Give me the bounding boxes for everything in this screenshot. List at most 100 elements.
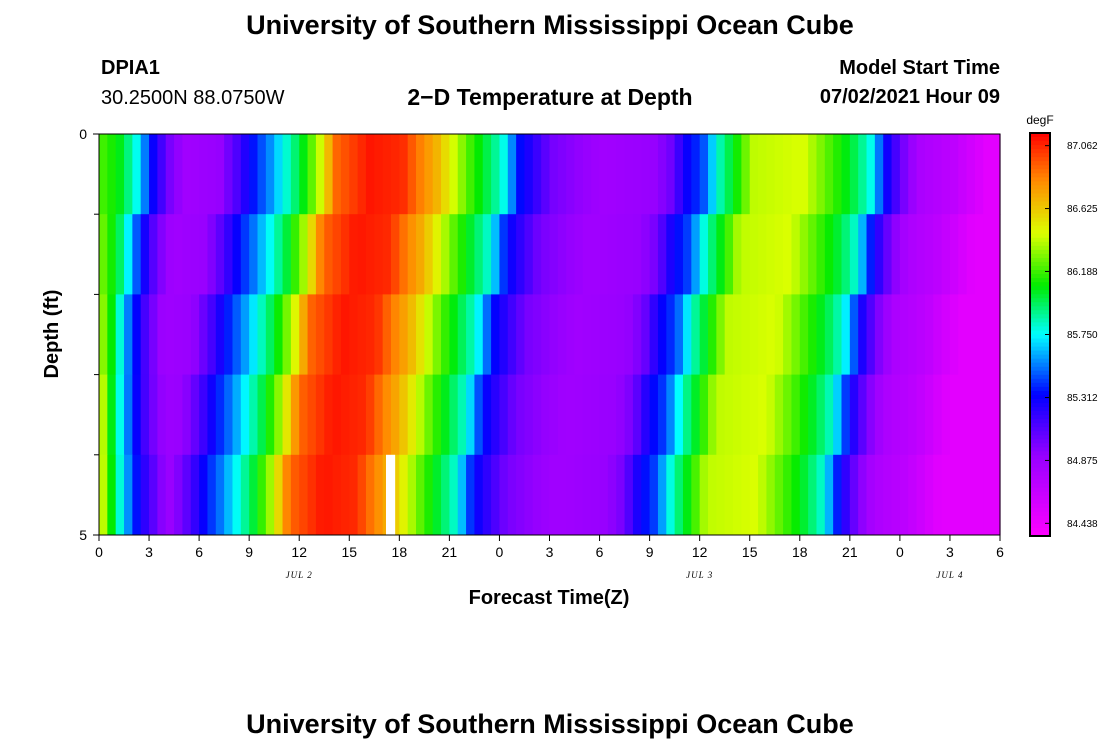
heatmap-cell	[908, 294, 918, 375]
heatmap-cell	[324, 454, 334, 536]
heatmap-cell	[390, 374, 400, 456]
heatmap-cell	[716, 214, 726, 295]
colorbar-band	[1030, 479, 1050, 485]
heatmap-cell	[549, 134, 559, 215]
heatmap-cell	[774, 134, 784, 215]
colorbar-band	[1030, 415, 1050, 420]
heatmap-cell	[265, 214, 275, 295]
heatmap-cell	[365, 454, 375, 536]
plot-title: 2−D Temperature at Depth	[407, 84, 693, 110]
heatmap-cell	[949, 134, 959, 215]
x-tick-label: 0	[496, 544, 504, 560]
colorbar-band	[1030, 358, 1050, 364]
heatmap-cell	[491, 214, 501, 295]
heatmap-cell	[949, 454, 959, 536]
heatmap-cell	[791, 294, 801, 375]
heatmap-cell	[916, 374, 926, 456]
heatmap-cell	[791, 134, 801, 215]
heatmap-cell	[315, 454, 325, 536]
heatmap-cell	[399, 374, 409, 456]
heatmap-cell	[390, 454, 400, 536]
colorbar-band	[1030, 443, 1050, 448]
heatmap-cell	[549, 454, 559, 536]
colorbar-band	[1030, 439, 1050, 444]
heatmap-cell	[124, 374, 133, 456]
heatmap-cell	[299, 134, 309, 215]
heatmap-cell	[916, 454, 926, 536]
heatmap-cell	[257, 294, 267, 375]
heatmap-cell	[816, 294, 826, 375]
heatmap-cell	[849, 134, 859, 215]
heatmap-cell	[582, 294, 592, 375]
heatmap-cell	[399, 134, 409, 215]
heatmap-cell	[157, 374, 167, 456]
heatmap-cell	[149, 134, 158, 215]
x-tick-label: 3	[145, 544, 153, 560]
heatmap-cell	[507, 454, 517, 536]
heatmap-cell	[758, 374, 767, 456]
heatmap-cell	[424, 454, 434, 536]
heatmap-cell	[357, 134, 367, 215]
heatmap-cell	[749, 454, 759, 536]
heatmap-cell	[107, 214, 117, 295]
heatmap-cell	[432, 294, 442, 375]
heatmap-cell	[307, 374, 317, 456]
colorbar-band	[1030, 523, 1050, 529]
colorbar-band	[1030, 423, 1050, 428]
heatmap-cell	[307, 214, 317, 295]
heatmap-cell	[966, 294, 976, 375]
heatmap-cell	[974, 214, 984, 295]
heatmap-cell	[891, 134, 901, 215]
heatmap-cell	[991, 134, 1001, 215]
heatmap-cell	[124, 214, 133, 295]
heatmap-cell	[282, 374, 292, 456]
heatmap-cell	[941, 134, 951, 215]
heatmap-cell	[933, 374, 943, 456]
heatmap-cell	[157, 294, 167, 375]
heatmap-cell	[749, 134, 759, 215]
heatmap-cell	[307, 134, 317, 215]
heatmap-cell	[499, 294, 509, 375]
heatmap-cell	[157, 214, 167, 295]
heatmap-cell	[991, 294, 1001, 375]
colorbar: degF 87.062 86.625 86.188 85.750 85.312 84.875…	[1026, 113, 1098, 537]
heatmap-cell	[374, 294, 384, 375]
heatmap-cell	[741, 294, 751, 375]
heatmap-cell	[390, 214, 400, 295]
missing-data-marks	[385, 454, 396, 535]
heatmap-cell	[624, 294, 634, 375]
heatmap-cell	[749, 374, 759, 456]
x-axis-title: Forecast Time(Z)	[469, 587, 630, 609]
heatmap-cell	[357, 454, 367, 536]
heatmap-cell	[741, 214, 751, 295]
heatmap-cell	[332, 454, 342, 536]
colorbar-band	[1030, 455, 1050, 460]
colorbar-band	[1030, 403, 1050, 408]
heatmap-cell	[207, 294, 217, 375]
heatmap-cell	[824, 374, 834, 456]
colorbar-band	[1030, 322, 1050, 327]
heatmap-cell	[257, 374, 267, 456]
x-axis: 0 3 6 9 12 15 18 21 0 3 6 9 12 15 18 21 0 3 6 JUL 2 JUL 3 JUL…	[95, 534, 1004, 580]
heatmap-cell	[224, 294, 234, 375]
heatmap-cell	[941, 454, 951, 536]
heatmap-cell	[799, 454, 809, 536]
colorbar-label: 85.312	[1067, 393, 1098, 404]
heatmap-cell	[407, 214, 417, 295]
heatmap-cell	[733, 134, 742, 215]
model-start-value: 07/02/2021 Hour 09	[819, 86, 1000, 108]
heatmap-cell	[224, 454, 234, 536]
colorbar-band	[1030, 157, 1050, 162]
heatmap-cell	[716, 134, 726, 215]
colorbar-label: 87.062	[1067, 141, 1098, 152]
heatmap-cell	[265, 134, 275, 215]
heatmap-cell	[516, 374, 526, 456]
heatmap-cell	[549, 294, 559, 375]
heatmap-cell	[883, 294, 893, 375]
colorbar-band	[1030, 495, 1050, 501]
heatmap-cell	[532, 454, 542, 536]
heatmap-cell	[833, 134, 843, 215]
heatmap-cell	[282, 214, 292, 295]
colorbar-band	[1030, 298, 1050, 303]
